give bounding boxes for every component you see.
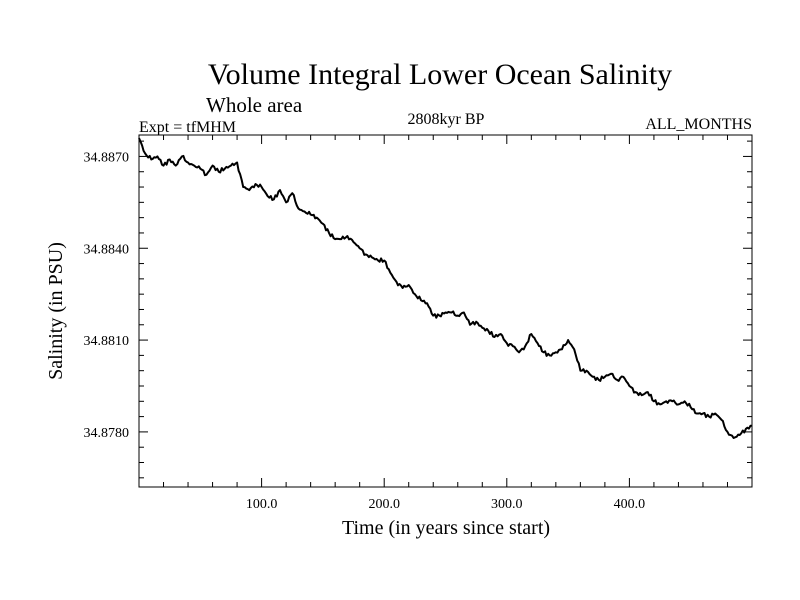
x-tick-label: 300.0 bbox=[491, 497, 523, 512]
plot-frame bbox=[138, 134, 753, 488]
y-tick-label: 34.8810 bbox=[84, 334, 130, 349]
y-tick-label: 34.8870 bbox=[84, 150, 130, 165]
x-tick-label: 200.0 bbox=[368, 497, 400, 512]
period-label: 2808kyr BP bbox=[408, 111, 485, 128]
axis-ticks bbox=[139, 135, 752, 487]
experiment-label: Expt = tfMHM bbox=[139, 119, 236, 136]
chart-title: Volume Integral Lower Ocean Salinity bbox=[208, 58, 672, 91]
y-tick-label: 34.8840 bbox=[84, 242, 130, 257]
axis-tick-labels: 100.0 200.0 300.0 400.0 34.8780 34.8810 34.884… bbox=[84, 150, 646, 512]
x-tick-label: 100.0 bbox=[246, 497, 278, 512]
x-tick-label: 400.0 bbox=[614, 497, 646, 512]
months-label: ALL_MONTHS bbox=[645, 116, 752, 133]
y-tick-label: 34.8780 bbox=[84, 426, 130, 441]
chart-subtitle: Whole area bbox=[206, 93, 303, 117]
salinity-series-line bbox=[138, 137, 753, 439]
x-axis-label: Time (in years since start) bbox=[342, 517, 550, 539]
y-axis-label: Salinity (in PSU) bbox=[45, 242, 67, 380]
